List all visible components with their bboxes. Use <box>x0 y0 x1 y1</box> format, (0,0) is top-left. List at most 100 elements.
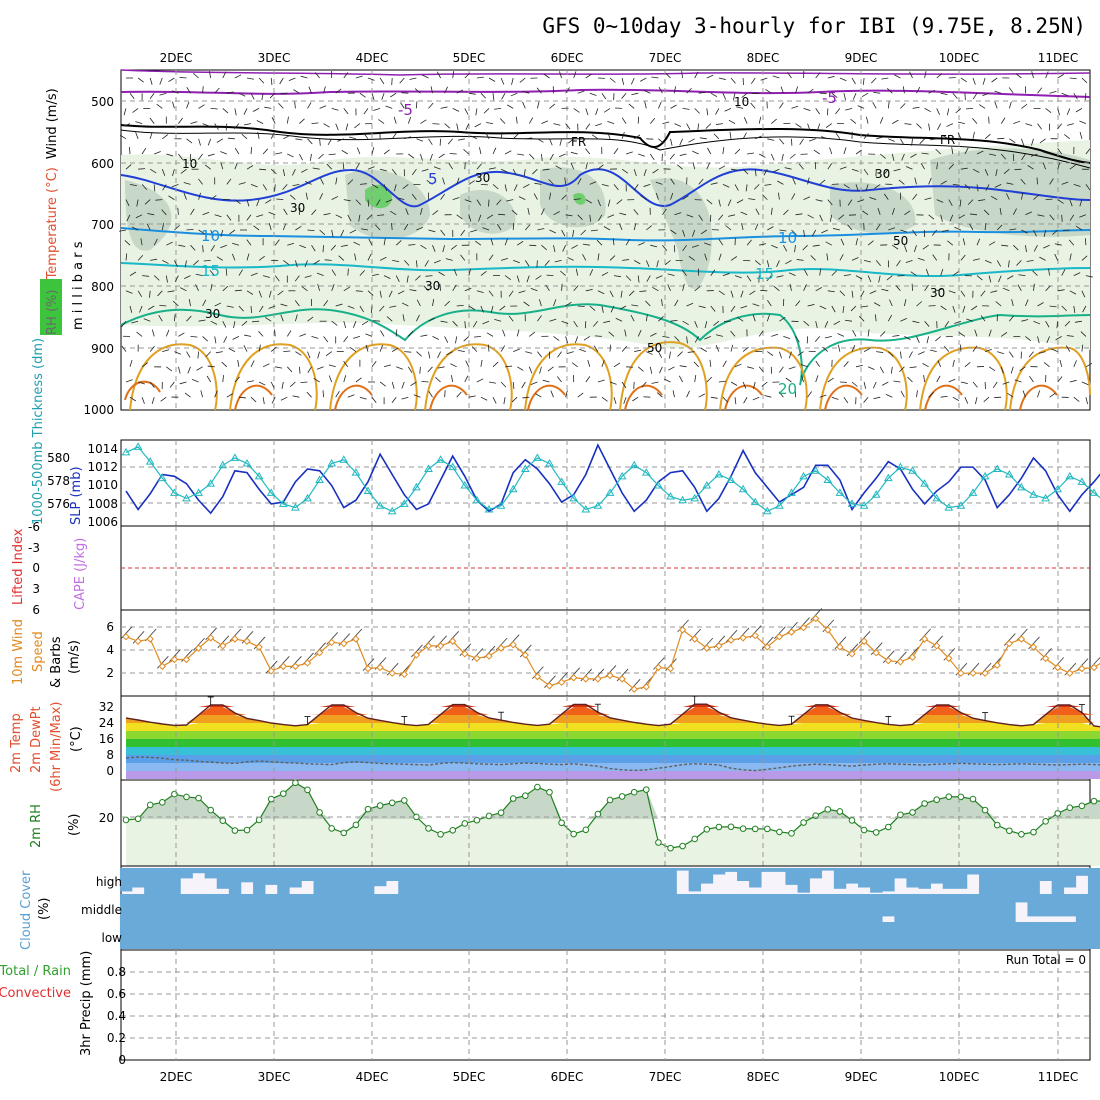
wind-barb <box>879 366 884 374</box>
wind-barb <box>252 320 260 323</box>
wind-barb <box>936 162 938 170</box>
wind-barb <box>377 214 385 216</box>
wind-barb <box>328 364 336 368</box>
wind-barb <box>616 199 623 205</box>
wind-barb <box>316 272 324 276</box>
wind-barb <box>1021 103 1028 109</box>
wind-barb <box>173 300 179 307</box>
cape-label: CAPE (J/kg) <box>73 538 88 610</box>
wind-barb <box>952 184 960 186</box>
wind-barb <box>299 366 301 374</box>
temp-label-line: 2m DewPt <box>29 706 44 773</box>
wind-barb <box>815 108 821 115</box>
wind-speed-point <box>872 648 880 657</box>
wind-barb <box>371 147 375 155</box>
wind-barb <box>819 268 822 276</box>
cloud-bar-low <box>337 922 351 949</box>
cloud-bar-middle <box>519 894 532 922</box>
wind-barb <box>937 360 942 367</box>
isotherm-0 <box>120 129 1091 169</box>
wind-barb <box>500 168 508 173</box>
wind-barb <box>773 285 780 292</box>
wind-barb <box>734 397 737 405</box>
wind-barb <box>807 304 815 307</box>
wind-speed-point <box>932 642 941 650</box>
wind-barb <box>311 336 319 339</box>
wind-barb <box>386 316 393 322</box>
wind-barb <box>910 271 917 276</box>
wind-barb <box>899 366 905 373</box>
wind-barb <box>500 131 503 139</box>
wind-barb <box>595 123 603 127</box>
wind-barb <box>246 290 254 295</box>
wind-barb <box>216 138 224 143</box>
wind-barb <box>123 123 131 127</box>
wind-barb <box>391 381 395 389</box>
wind-barb <box>294 300 300 307</box>
wind-barb <box>232 336 240 340</box>
thickness-point <box>678 495 687 504</box>
wind-barb <box>444 300 450 307</box>
wind-speed-point <box>775 633 784 641</box>
wind-barb <box>908 351 913 358</box>
wind-barb <box>121 345 127 352</box>
wind-barb <box>447 138 454 145</box>
cloud-level-label: low <box>102 931 123 945</box>
thickness-point <box>1041 493 1050 502</box>
wind-barb <box>280 92 288 95</box>
wind-barb <box>873 302 881 307</box>
wind-barb <box>428 229 436 233</box>
wind-barb <box>233 321 236 329</box>
wind-barb <box>500 257 508 261</box>
wind-barb <box>713 320 720 326</box>
wind-barb <box>475 108 478 116</box>
cloud-bar-low <box>144 922 157 949</box>
wind-barb <box>515 116 518 124</box>
wind-barb <box>535 393 542 398</box>
wind-barb <box>456 304 464 307</box>
wind-barb <box>512 169 517 176</box>
cloud-bar-middle <box>253 894 266 922</box>
wind-barb <box>857 199 865 203</box>
wind-barb <box>867 329 870 337</box>
li-tick: -3 <box>28 541 40 555</box>
cloud-bar-high <box>482 868 496 894</box>
wind-barb <box>593 320 599 327</box>
wind-barb <box>895 285 901 292</box>
wind-barb <box>485 132 490 139</box>
cloud-bar-low <box>313 922 326 949</box>
cloud-bar-middle <box>579 894 593 922</box>
wind-barb <box>851 77 856 85</box>
rh-tick: 20 <box>99 811 114 825</box>
wind-barb <box>1003 168 1010 175</box>
thickness-point <box>726 475 736 483</box>
wind-barb <box>972 381 978 388</box>
wind-barb <box>533 193 538 200</box>
wind-barb <box>190 121 198 124</box>
rh-point <box>1030 828 1037 836</box>
wind-barb <box>331 108 339 111</box>
thickness-point <box>145 457 155 465</box>
wind-barb <box>639 77 647 82</box>
cloud-bar-middle <box>301 894 314 922</box>
cloud-bar-middle <box>930 894 944 922</box>
wind-barb <box>996 260 1002 267</box>
thickness-point <box>569 493 579 502</box>
wind-barb <box>957 132 962 139</box>
wind-barb <box>779 316 786 322</box>
wind-speed-point <box>158 662 167 671</box>
wind-barb <box>355 290 363 292</box>
rh-point <box>824 806 832 813</box>
thickness-point <box>254 471 264 480</box>
wind-barb <box>649 366 653 374</box>
wind-barb <box>222 374 224 383</box>
wind-barb <box>674 86 676 94</box>
wind-barb <box>851 290 854 298</box>
wind-barb <box>598 214 603 222</box>
wind-barb <box>585 376 591 383</box>
wind-barb <box>279 77 284 85</box>
wind-barb <box>674 123 682 127</box>
wind-barb <box>542 168 550 171</box>
wind-barb <box>323 123 330 128</box>
wind-barb <box>896 260 901 267</box>
